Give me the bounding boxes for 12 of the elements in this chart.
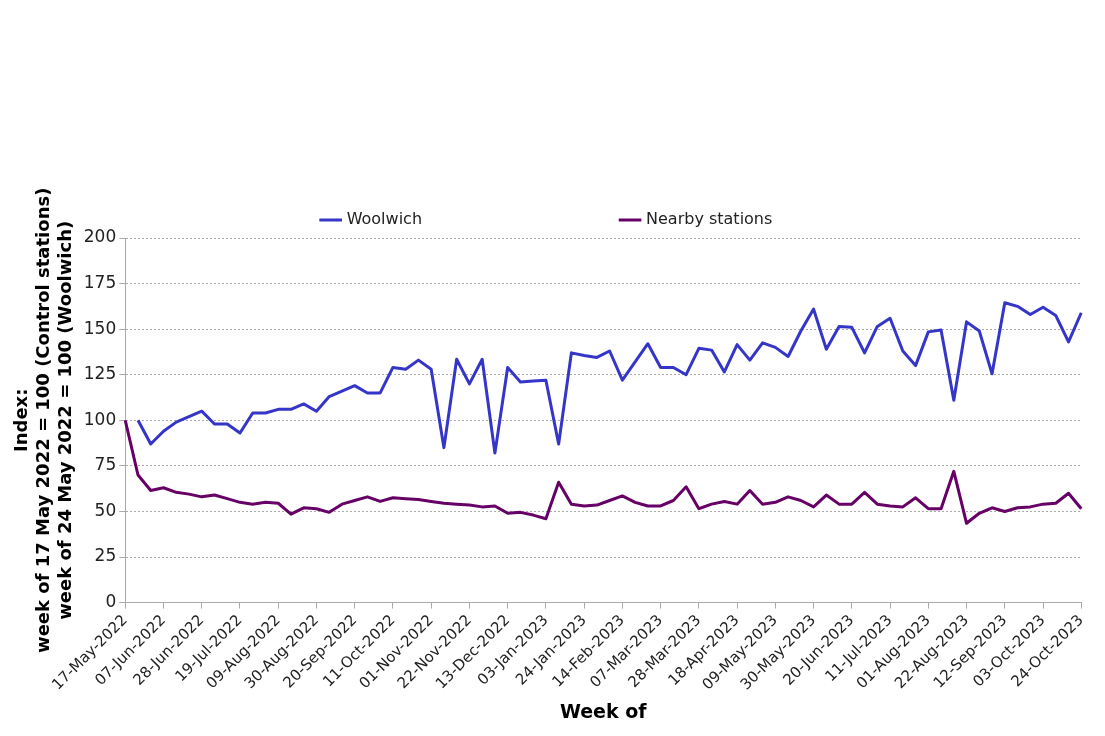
legend-label: Nearby stations <box>646 209 773 229</box>
y-tick-label: 200 <box>83 226 117 247</box>
legend-label: Woolwich <box>346 209 423 229</box>
y-tick-label: 25 <box>94 545 117 566</box>
y-tick-label: 50 <box>94 499 117 520</box>
x-axis-title: Week of <box>559 699 648 722</box>
y-tick-label: 175 <box>83 272 117 292</box>
y-tick-label: 125 <box>83 363 117 384</box>
y-tick-label: 100 <box>83 408 117 429</box>
y-tick-label: 150 <box>83 317 117 338</box>
y-tick-label: 0 <box>105 591 117 612</box>
y-tick-label: 75 <box>94 454 117 475</box>
